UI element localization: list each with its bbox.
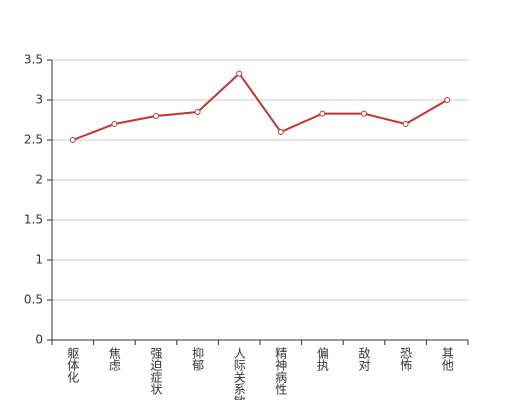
y-tick-label: 2.5	[24, 133, 43, 147]
point	[402, 121, 409, 127]
point	[361, 110, 367, 117]
point	[444, 97, 451, 103]
x-tick-label: 焦虑	[107, 347, 121, 371]
x-tick-label: 其他	[440, 347, 454, 371]
line	[72, 72, 448, 141]
point	[236, 70, 243, 77]
y-tick-label: 2	[35, 173, 43, 187]
x-tick-label: 精神病性	[274, 347, 288, 396]
point	[153, 113, 159, 119]
x-tick-label: 敌对	[357, 346, 371, 371]
x-tick-label: 抑郁	[191, 346, 205, 372]
x-tick-label: 人际关系敏感	[232, 347, 246, 400]
point	[319, 110, 326, 117]
point	[277, 129, 284, 135]
point	[194, 109, 201, 115]
y-tick-label: 1.5	[24, 213, 43, 227]
x-tick-label: 强迫症状	[149, 347, 163, 395]
x-tick-label: 躯体化	[66, 346, 80, 384]
point	[111, 121, 118, 127]
y-tick-label: 0	[35, 333, 43, 347]
y-tick-label: 3.5	[24, 53, 43, 67]
point	[69, 137, 76, 143]
y-tick-label: 0.5	[24, 293, 43, 307]
y-tick-label: 1	[35, 253, 43, 267]
x-tick-label: 恐怖	[399, 347, 413, 371]
y-tick-label: 3	[35, 93, 43, 107]
x-tick-label: 偏执	[315, 346, 329, 372]
